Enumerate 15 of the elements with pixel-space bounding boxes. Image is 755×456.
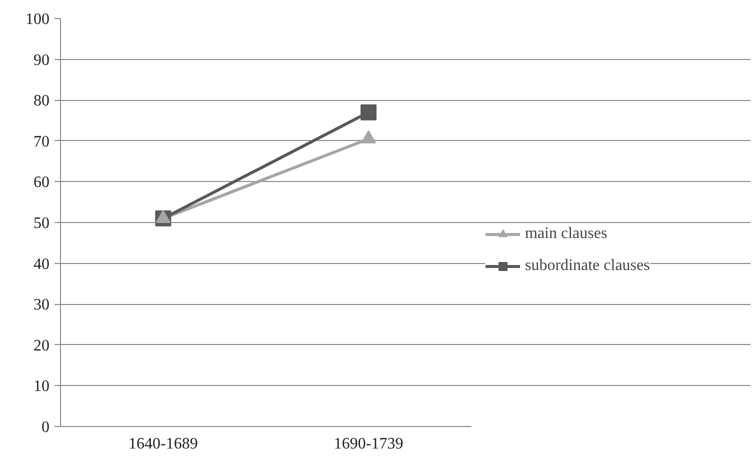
y-tick-label: 90 bbox=[34, 52, 50, 69]
y-tick-label: 60 bbox=[34, 174, 50, 192]
legend-label: main clauses bbox=[525, 225, 608, 243]
x-tick-label: 1690-1739 bbox=[334, 436, 404, 452]
y-tick-label: 80 bbox=[34, 92, 50, 110]
x-tick-label: 1640-1689 bbox=[128, 436, 198, 452]
y-tick-label: 100 bbox=[26, 11, 50, 28]
y-tick-label: 40 bbox=[34, 256, 50, 273]
y-tick-label: 0 bbox=[42, 419, 50, 436]
y-tick-label: 70 bbox=[34, 133, 50, 150]
y-tick-label: 30 bbox=[34, 296, 50, 314]
legend-label: subordinate clauses bbox=[525, 257, 650, 275]
y-tick-label: 50 bbox=[34, 215, 50, 232]
y-tick-label: 10 bbox=[34, 378, 50, 396]
y-tick-label: 20 bbox=[34, 337, 50, 354]
